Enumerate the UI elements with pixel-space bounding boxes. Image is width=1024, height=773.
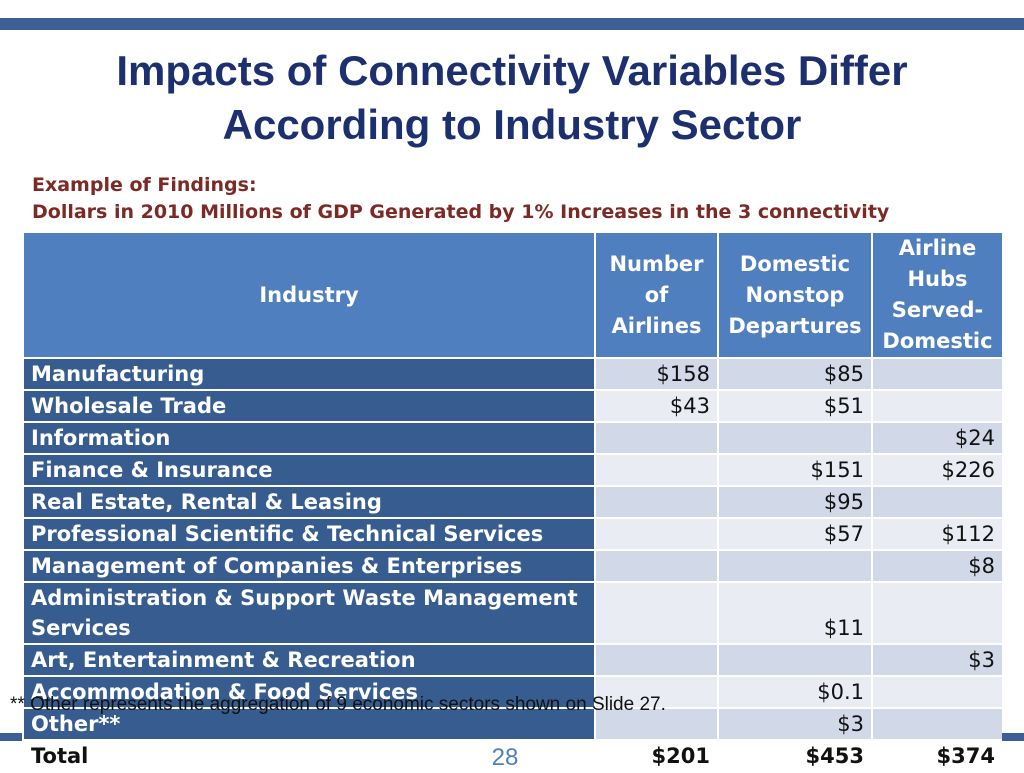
industry-cell: Art, Entertainment & Recreation	[22, 643, 596, 677]
table-row: Management of Companies & Enterprises $8	[22, 549, 1004, 583]
total-departures: $453	[717, 739, 873, 773]
departures-cell: $95	[717, 485, 873, 519]
departures-cell: $85	[717, 357, 873, 391]
airlines-cell: $43	[594, 389, 719, 423]
airlines-cell	[594, 517, 719, 551]
table-row: Other** $3	[22, 707, 1004, 741]
airlines-cell	[594, 581, 719, 645]
hubs-cell	[871, 389, 1004, 423]
top-accent-bar-right	[336, 18, 1024, 30]
hubs-cell: $8	[871, 549, 1004, 583]
departures-cell: $57	[717, 517, 873, 551]
table-row: Manufacturing $158 $85	[22, 357, 1004, 391]
table-row: Real Estate, Rental & Leasing $95	[22, 485, 1004, 519]
footnote: ** Other represents the aggregation of 9…	[10, 694, 666, 715]
industry-cell: Wholesale Trade	[22, 389, 596, 423]
total-hubs: $374	[871, 739, 1004, 773]
table-row: Professional Scientific & Technical Serv…	[22, 517, 1004, 551]
hubs-cell: $3	[871, 643, 1004, 677]
departures-cell	[717, 549, 873, 583]
hubs-cell	[871, 675, 1004, 709]
departures-cell: $151	[717, 453, 873, 487]
findings-subtitle-line-1: Example of Findings:	[32, 174, 257, 196]
header-industry: Industry	[22, 231, 596, 359]
table-header-row: Industry Number of Airlines Domestic Non…	[22, 231, 1004, 359]
airlines-cell	[594, 485, 719, 519]
slide-title: Impacts of Connectivity Variables Differ…	[40, 44, 984, 152]
total-airlines: $201	[594, 739, 719, 773]
page-number: 28	[491, 746, 519, 768]
airlines-cell	[594, 549, 719, 583]
header-airline-hubs-served: Airline Hubs Served-Domestic	[871, 231, 1004, 359]
industry-cell: Management of Companies & Enterprises	[22, 549, 596, 583]
table-row: Finance & Insurance $151 $226	[22, 453, 1004, 487]
hubs-cell	[871, 581, 1004, 645]
hubs-cell: $226	[871, 453, 1004, 487]
industry-cell: Accommodation & Food Services	[22, 675, 596, 709]
airlines-cell	[594, 643, 719, 677]
header-number-of-airlines: Number of Airlines	[594, 231, 719, 359]
hubs-cell	[871, 485, 1004, 519]
airlines-cell	[594, 453, 719, 487]
industry-cell: Information	[22, 421, 596, 455]
total-label: Total	[22, 739, 596, 773]
airlines-cell	[594, 421, 719, 455]
industry-cell: Administration & Support Waste Managemen…	[22, 581, 596, 645]
slide-title-line-1: Impacts of Connectivity Variables Differ	[116, 47, 908, 94]
airlines-cell	[594, 675, 719, 709]
impacts-table: Industry Number of Airlines Domestic Non…	[22, 231, 1004, 773]
hubs-cell	[871, 357, 1004, 391]
table-row: Accommodation & Food Services $0.1	[22, 675, 1004, 709]
top-accent-bar-left	[0, 18, 336, 30]
departures-cell	[717, 421, 873, 455]
industry-cell: Manufacturing	[22, 357, 596, 391]
table-total-row: Total $201 $453 $374	[22, 739, 1004, 773]
bottom-accent-bar-right	[1002, 733, 1024, 741]
industry-cell: Finance & Insurance	[22, 453, 596, 487]
airlines-cell	[594, 707, 719, 741]
departures-cell: $11	[717, 581, 873, 645]
departures-cell: $0.1	[717, 675, 873, 709]
table-row: Information $24	[22, 421, 1004, 455]
industry-cell: Professional Scientific & Technical Serv…	[22, 517, 596, 551]
table-row: Wholesale Trade $43 $51	[22, 389, 1004, 423]
departures-cell: $3	[717, 707, 873, 741]
departures-cell	[717, 643, 873, 677]
hubs-cell: $24	[871, 421, 1004, 455]
industry-cell: Other**	[22, 707, 596, 741]
header-domestic-nonstop-departures: Domestic Nonstop Departures	[717, 231, 873, 359]
table-row: Art, Entertainment & Recreation $3	[22, 643, 1004, 677]
hubs-cell: $112	[871, 517, 1004, 551]
industry-cell: Real Estate, Rental & Leasing	[22, 485, 596, 519]
airlines-cell: $158	[594, 357, 719, 391]
slide-title-line-2: According to Industry Sector	[222, 101, 802, 148]
bottom-accent-bar-left	[0, 733, 22, 741]
departures-cell: $51	[717, 389, 873, 423]
table-row: Administration & Support Waste Managemen…	[22, 581, 1004, 645]
hubs-cell	[871, 707, 1004, 741]
